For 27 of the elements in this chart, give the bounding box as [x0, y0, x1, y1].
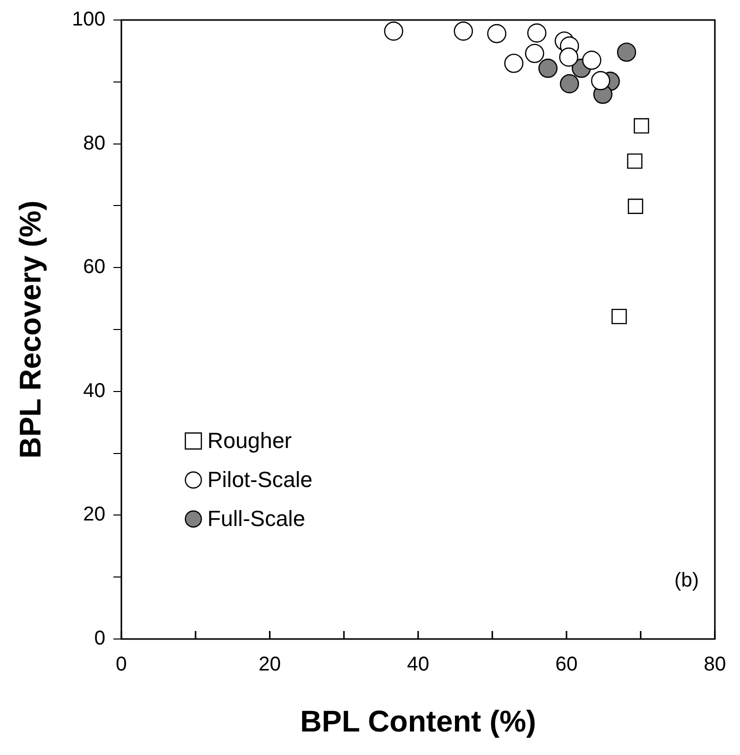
- annotation: (b): [674, 570, 699, 592]
- point: [559, 48, 578, 67]
- y-tick-label: 40: [83, 380, 106, 402]
- point: [628, 198, 644, 214]
- point: [538, 58, 558, 78]
- x-tick-label: 40: [407, 654, 430, 676]
- point: [634, 118, 650, 134]
- legend-label: Rougher: [207, 428, 292, 454]
- y-tick-label: 0: [94, 628, 106, 650]
- y-tick-label: 100: [72, 8, 106, 31]
- y-tick-label: 60: [83, 256, 106, 278]
- legend-label: Pilot-Scale: [207, 467, 313, 492]
- legend-label: Full-Scale: [207, 506, 306, 532]
- y-tick-label: 20: [83, 504, 106, 526]
- point: [591, 71, 610, 90]
- x-tick-label: 60: [555, 654, 578, 676]
- y-axis-title: BPL Recovery (%): [14, 200, 48, 458]
- point: [627, 153, 642, 169]
- y-tick-label: 80: [83, 132, 106, 154]
- x-axis-title: BPL Content (%): [300, 705, 536, 738]
- point: [560, 74, 580, 94]
- x-tick-label: 20: [258, 654, 281, 676]
- point: [616, 42, 636, 62]
- x-tick-label: 80: [704, 654, 726, 676]
- x-tick-label: 0: [116, 654, 127, 676]
- point: [612, 308, 627, 324]
- point: [582, 50, 602, 70]
